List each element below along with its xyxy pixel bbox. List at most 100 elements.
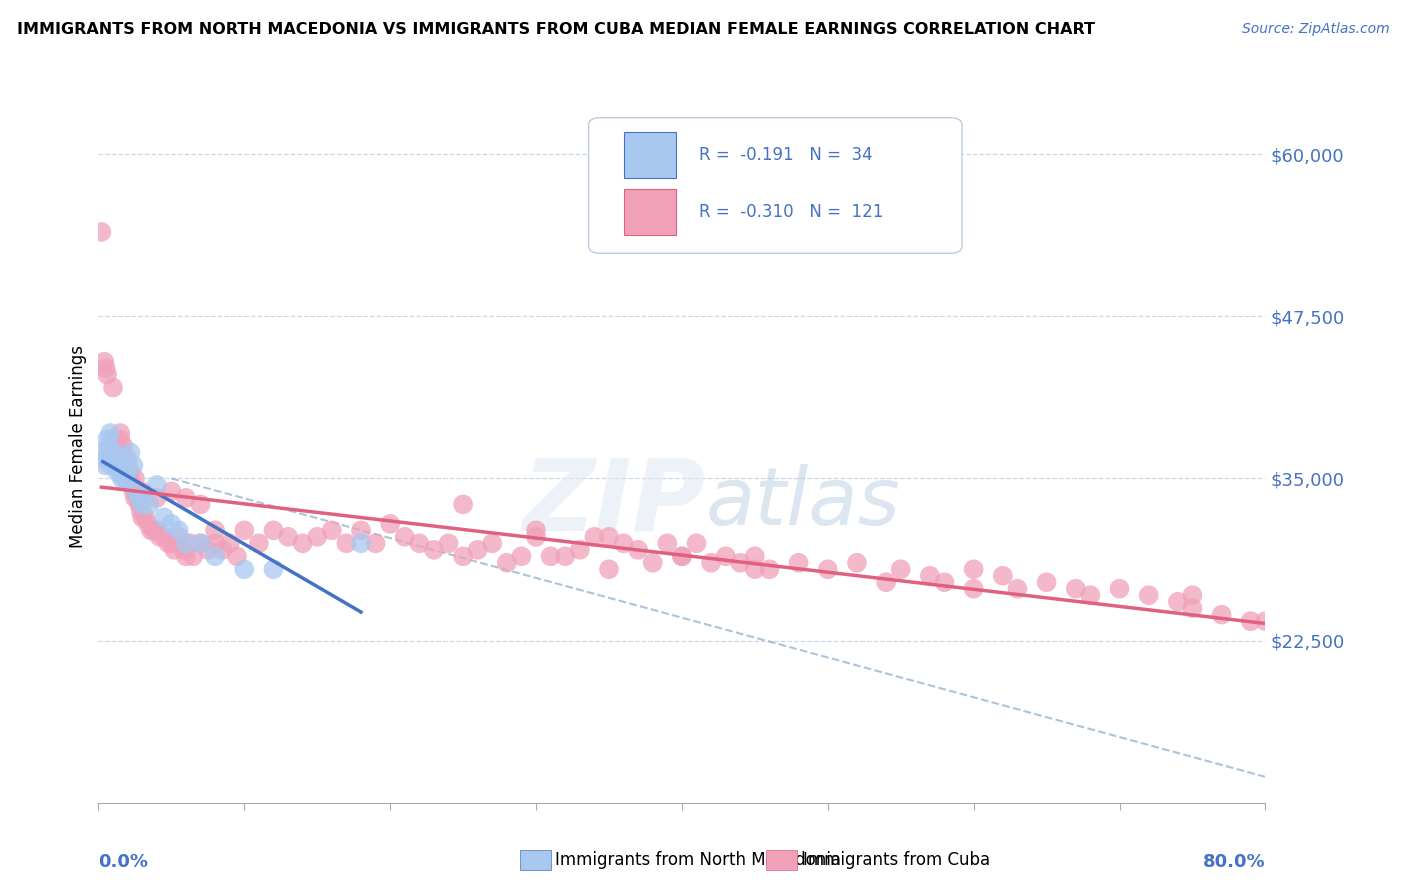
Point [641,556,664,570]
Point [174,491,197,505]
Point [153,530,176,544]
Point [105,465,128,479]
Text: Immigrants from Cuba: Immigrants from Cuba [803,851,990,869]
Point [671,549,693,564]
Text: R =  -0.191   N =  34: R = -0.191 N = 34 [699,146,873,164]
Point [758,562,780,576]
Point [496,556,519,570]
Point [131,497,153,511]
Point [700,556,723,570]
Point [1181,588,1204,602]
Point [714,549,737,564]
Point [226,549,249,564]
Point [583,530,606,544]
Point [380,516,402,531]
Point [1167,595,1189,609]
Point [103,445,125,459]
Point [394,530,416,544]
Point [146,478,169,492]
Point [98,425,121,440]
Point [160,536,183,550]
Point [121,478,143,492]
Point [167,530,190,544]
Point [115,471,138,485]
Point [124,471,146,485]
Point [524,530,547,544]
Point [122,458,145,473]
Point [174,536,197,550]
Point [657,536,679,550]
Text: Immigrants from North Macedonia: Immigrants from North Macedonia [555,851,841,869]
Point [101,381,124,395]
Text: R =  -0.310   N =  121: R = -0.310 N = 121 [699,203,884,221]
Point [540,549,562,564]
Point [139,524,162,538]
Point [364,536,387,550]
Point [124,491,146,505]
Point [204,549,226,564]
Bar [624,132,676,178]
Point [128,491,150,505]
Point [277,530,299,544]
Point [93,354,115,368]
Point [131,484,153,499]
Point [128,497,150,511]
Point [98,445,121,459]
Point [1211,607,1233,622]
Point [190,536,212,550]
Point [875,575,897,590]
Point [117,452,139,467]
Point [437,536,460,550]
Point [90,225,112,239]
Text: ZIP: ZIP [522,455,706,551]
Point [105,452,128,467]
Point [1254,614,1277,628]
Bar [624,189,676,235]
Point [817,562,839,576]
Point [918,568,941,582]
Point [451,549,474,564]
Point [134,510,156,524]
Point [93,452,115,467]
Point [104,458,127,473]
Point [263,562,285,576]
Point [129,504,152,518]
Point [110,425,132,440]
Point [1080,588,1102,602]
Point [218,536,240,550]
Point [598,530,620,544]
Point [111,471,134,485]
Text: IMMIGRANTS FROM NORTH MACEDONIA VS IMMIGRANTS FROM CUBA MEDIAN FEMALE EARNINGS C: IMMIGRANTS FROM NORTH MACEDONIA VS IMMIG… [17,22,1095,37]
Point [233,562,256,576]
Point [112,452,135,467]
Point [108,458,131,473]
Point [103,433,125,447]
Point [174,549,197,564]
Point [247,536,270,550]
Point [125,484,148,499]
Point [730,556,752,570]
Point [962,582,984,596]
Point [934,575,956,590]
Point [524,524,547,538]
Point [117,465,139,479]
Point [568,542,591,557]
Point [94,458,117,473]
Point [114,452,136,467]
Point [110,433,132,447]
Point [105,445,128,459]
Point [1007,582,1029,596]
Point [96,433,118,447]
Point [167,524,190,538]
Point [846,556,869,570]
Point [125,484,148,499]
Point [108,452,131,467]
Point [190,497,212,511]
Point [423,542,446,557]
Point [408,536,430,550]
Point [101,452,124,467]
Point [211,542,233,557]
Point [120,445,142,459]
Point [122,484,145,499]
Point [157,536,180,550]
